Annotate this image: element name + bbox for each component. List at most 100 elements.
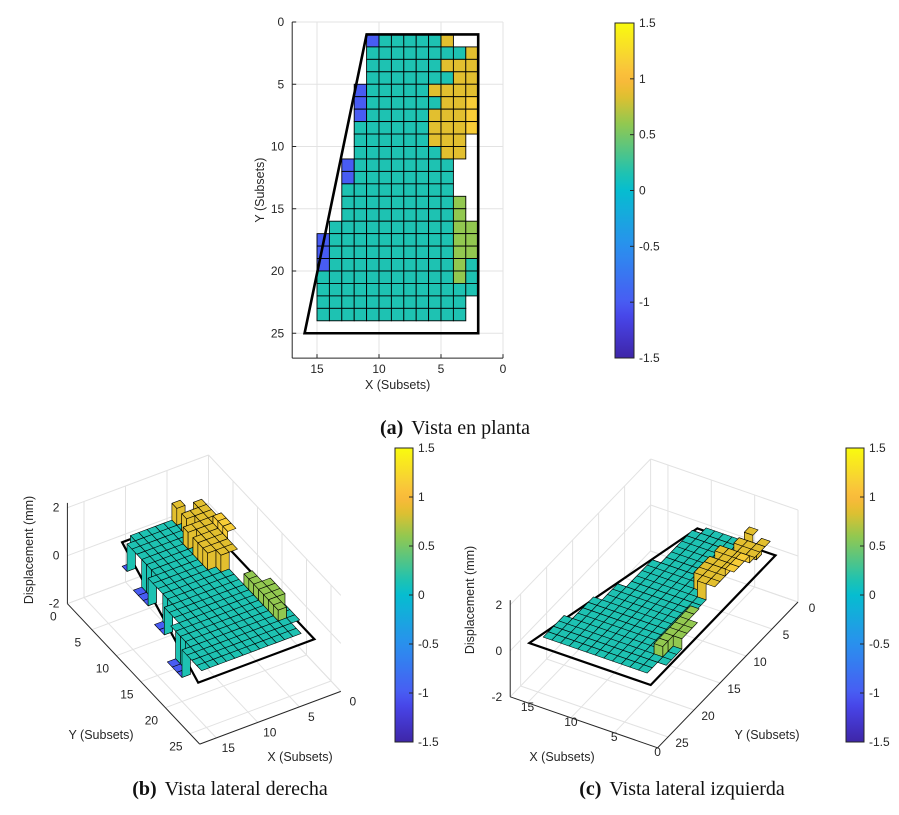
heatmap-cell [378, 121, 392, 135]
heatmap-cell [452, 307, 467, 322]
heatmap-cell [366, 46, 380, 60]
heatmap-cell [440, 133, 454, 147]
heatmap-cells [316, 34, 479, 322]
heatmap-cell [366, 58, 380, 73]
heatmap-cell [428, 220, 442, 235]
heatmap-cell [316, 270, 330, 284]
y-tick-label: 20 [701, 709, 715, 723]
surface-face [196, 662, 211, 672]
heatmap-cell [465, 71, 479, 85]
heatmap-cell [366, 183, 380, 197]
heatmap-cell [452, 146, 467, 160]
heatmap-cell [328, 258, 343, 272]
heatmap-cell [353, 183, 368, 197]
heatmap-cell [403, 295, 417, 309]
heatmap-cell [341, 283, 355, 297]
heatmap-cell [440, 71, 454, 85]
colorbar-tick-label: -1.5 [418, 735, 439, 749]
heatmap-cell [465, 245, 479, 260]
colorbar-tick-label: 0 [418, 588, 425, 602]
heatmap-cell [415, 71, 430, 85]
x-tick-label: 5 [308, 710, 315, 724]
heatmap-cell [403, 170, 417, 185]
z-tick-label: 2 [496, 598, 503, 612]
surface-face [638, 664, 653, 674]
heatmap-cell [366, 295, 380, 309]
surface-face [141, 559, 147, 593]
heatmap-cell [353, 195, 368, 210]
heatmap-cell [440, 170, 454, 185]
heatmap-cell [390, 71, 405, 85]
heatmap-cell [390, 158, 405, 172]
heatmap-cell [465, 58, 479, 73]
z-tick-label: 2 [53, 501, 60, 515]
heatmap-cell [390, 170, 405, 185]
heatmap-cell [378, 245, 392, 260]
heatmap-cell [390, 295, 405, 309]
heatmap-cell [366, 34, 380, 48]
heatmap-cell [415, 233, 430, 247]
heatmap-cell [428, 307, 442, 322]
heatmap-cell [341, 245, 355, 260]
heatmap-cell [440, 208, 454, 222]
colorbar-tick-label: 0 [869, 588, 876, 602]
heatmap-cell [440, 46, 454, 60]
heatmap-cell [440, 307, 454, 322]
surface [121, 498, 302, 678]
caption-c-text: Vista lateral izquierda [609, 778, 785, 800]
heatmap-cell [440, 195, 454, 210]
heatmap-cell [403, 283, 417, 297]
z-tick-label: -2 [49, 597, 60, 611]
z-tick-label: -2 [492, 690, 503, 704]
heatmap-cell [390, 46, 405, 60]
z-tick-label: 0 [53, 549, 60, 563]
x-tick-label: 0 [500, 362, 507, 376]
caption-a: (a) Vista en planta [380, 417, 530, 439]
y-tick-label: 5 [75, 636, 82, 650]
heatmap-cell [403, 270, 417, 284]
surface-face [705, 578, 721, 588]
heatmap-cell [353, 208, 368, 222]
wall-grid-line [509, 458, 651, 606]
heatmap-cell [415, 245, 430, 260]
z-axis-label: Displacement (mm) [22, 496, 36, 604]
heatmap-cell [415, 307, 430, 322]
heatmap-cell [415, 108, 430, 123]
heatmap-cell [341, 183, 355, 197]
x-axis-label: X (Subsets) [267, 750, 332, 764]
heatmap-cell [415, 183, 430, 197]
heatmap-cell [353, 158, 368, 172]
heatmap-cell [341, 208, 355, 222]
heatmap-cell [353, 170, 368, 185]
heatmap-cell [440, 220, 454, 235]
heatmap-cell [428, 245, 442, 260]
y-tick-label: 15 [271, 202, 285, 216]
x-axis-label: X (Subsets) [365, 378, 430, 392]
heatmap-cell [403, 133, 417, 147]
heatmap-cell [403, 195, 417, 210]
heatmap-cell [328, 233, 343, 247]
heatmap-cell [390, 283, 405, 297]
heatmap-cell [341, 233, 355, 247]
specimen-outline [303, 33, 480, 335]
heatmap-cell [452, 233, 467, 247]
heatmap-cell [366, 83, 380, 98]
heatmap-cell [341, 195, 355, 210]
heatmap-cell [390, 208, 405, 222]
heatmap-cell [428, 71, 442, 85]
y-tick-label: 0 [809, 601, 816, 615]
y-tick-label: 10 [96, 662, 110, 676]
heatmap-cell [415, 146, 430, 160]
wall-grid-line [208, 454, 342, 596]
colorbar-tick-label: -0.5 [639, 239, 660, 253]
floor-grid-line [189, 680, 332, 735]
heatmap-cell [366, 283, 380, 297]
heatmap-cell [440, 146, 454, 160]
heatmap-cell [415, 283, 430, 297]
heatmap-cell [403, 233, 417, 247]
colorbar-tick-label: 0.5 [418, 539, 435, 553]
heatmap-cell [378, 183, 392, 197]
heatmap-cell [403, 220, 417, 235]
